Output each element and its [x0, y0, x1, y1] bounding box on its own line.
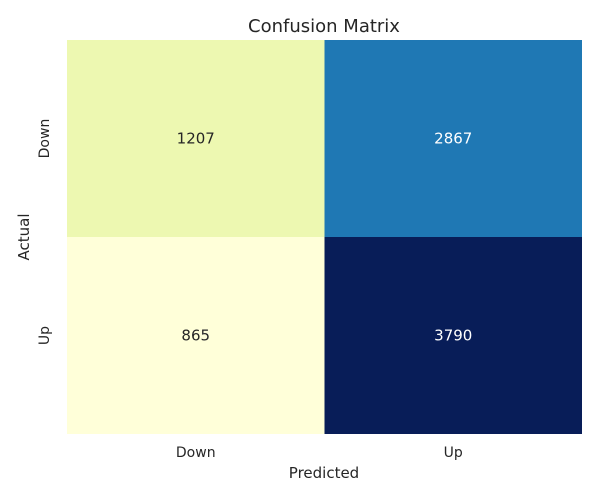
heatmap-cell-up-up — [324, 237, 582, 434]
y-tick-label-down: Down — [37, 119, 53, 159]
y-axis-label: Actual — [15, 214, 33, 261]
cell-value-down-down: 1207 — [177, 130, 215, 148]
x-axis-ticks: Down Up — [176, 445, 463, 461]
heatmap-cell-down-down — [67, 40, 325, 237]
heatmap-cell-down-up — [324, 40, 582, 237]
heatmap-cell-labels: 1207 2867 865 3790 — [177, 130, 473, 345]
x-tick-label-down: Down — [176, 445, 216, 461]
cell-value-down-up: 2867 — [434, 130, 472, 148]
heatmap-cells — [67, 40, 582, 434]
cell-value-up-down: 865 — [181, 327, 210, 345]
y-axis-ticks: Down Up — [37, 119, 53, 345]
x-axis-label: Predicted — [289, 464, 359, 482]
y-tick-label-up: Up — [37, 326, 53, 345]
cell-value-up-up: 3790 — [434, 327, 472, 345]
x-tick-label-up: Up — [444, 445, 463, 461]
chart-title: Confusion Matrix — [248, 16, 400, 37]
heatmap-cell-up-down — [67, 237, 325, 434]
